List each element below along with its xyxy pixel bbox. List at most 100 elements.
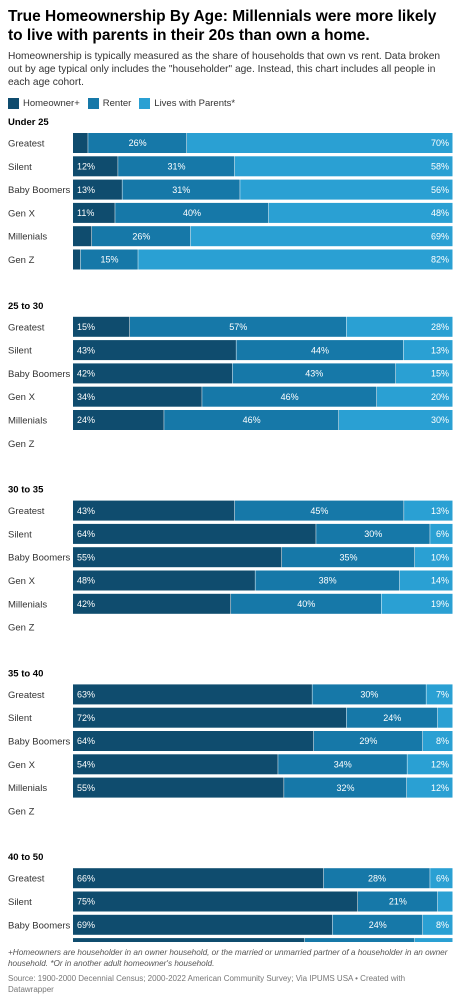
value-label-35-to-40-greatest-lives-with-parents: 7% bbox=[436, 690, 449, 700]
bar-30-to-35-silent-renter bbox=[316, 523, 430, 544]
row-label-30-to-35-baby-boomers: Baby Boomers bbox=[8, 553, 71, 564]
bar-under-25-silent-lives-with-parents bbox=[234, 156, 453, 177]
value-label-35-to-40-baby-boomers-homeowner: 64% bbox=[77, 736, 95, 746]
row-label-25-to-30-gen-x: Gen X bbox=[8, 392, 36, 403]
bar-25-to-30-baby-boomers-renter bbox=[232, 363, 396, 384]
bar-under-25-gen-x-renter bbox=[115, 202, 269, 223]
row-label-40-to-50-baby-boomers: Baby Boomers bbox=[8, 920, 71, 931]
stacked-bar-chart: Under 25 Greatest 26% 70% Silent 12% 31% 58% Bab… bbox=[8, 117, 453, 942]
legend-label-homeowner: Homeowner+ bbox=[23, 97, 80, 109]
bar-under-25-baby-boomers-renter bbox=[122, 179, 240, 200]
bar-30-to-35-baby-boomers-homeowner bbox=[73, 547, 282, 568]
bar-40-to-50-silent-homeowner bbox=[73, 891, 358, 912]
row-label-40-to-50-greatest: Greatest bbox=[8, 874, 45, 885]
bar-35-to-40-silent-homeowner bbox=[73, 707, 347, 728]
value-label-40-to-50-silent-homeowner: 75% bbox=[77, 897, 95, 907]
value-label-under-25-gen-z-lives-with-parents: 82% bbox=[431, 255, 449, 265]
value-label-25-to-30-baby-boomers-homeowner: 42% bbox=[77, 369, 95, 379]
value-label-35-to-40-millenials-homeowner: 55% bbox=[77, 783, 95, 793]
row-label-25-to-30-gen-z: Gen Z bbox=[8, 439, 35, 450]
group-label-under-25: Under 25 bbox=[8, 117, 49, 128]
value-label-25-to-30-greatest-homeowner: 15% bbox=[77, 322, 95, 332]
bar-25-to-30-baby-boomers-homeowner bbox=[73, 363, 233, 384]
bar-25-to-30-silent-homeowner bbox=[73, 340, 236, 361]
value-label-30-to-35-gen-x-homeowner: 48% bbox=[77, 576, 95, 586]
bar-40-to-50-greatest-lives-with-parents bbox=[430, 868, 453, 889]
row-label-25-to-30-baby-boomers: Baby Boomers bbox=[8, 369, 71, 380]
bar-under-25-baby-boomers-homeowner bbox=[73, 179, 122, 200]
value-label-35-to-40-silent-renter: 24% bbox=[383, 713, 401, 723]
bar-under-25-silent-renter bbox=[118, 156, 235, 177]
row-label-25-to-30-greatest: Greatest bbox=[8, 322, 45, 333]
bar-30-to-35-silent-homeowner bbox=[73, 523, 316, 544]
bar-30-to-35-millenials-lives-with-parents bbox=[381, 593, 453, 614]
value-label-25-to-30-millenials-lives-with-parents: 30% bbox=[431, 415, 449, 425]
bar-under-25-gen-z-lives-with-parents bbox=[138, 249, 453, 270]
bar-35-to-40-gen-x-lives-with-parents bbox=[407, 754, 453, 775]
group-label-30-to-35: 30 to 35 bbox=[8, 485, 44, 496]
value-label-40-to-50-greatest-renter: 28% bbox=[368, 873, 386, 883]
source-note: Source: 1900-2000 Decennial Census; 2000… bbox=[8, 974, 406, 994]
value-label-25-to-30-millenials-homeowner: 24% bbox=[77, 415, 95, 425]
row-label-30-to-35-gen-x: Gen X bbox=[8, 576, 36, 587]
legend: Homeowner+ Renter Lives with Parents* bbox=[8, 96, 243, 110]
value-label-under-25-millenials-lives-with-parents: 69% bbox=[431, 231, 449, 241]
value-label-under-25-baby-boomers-homeowner: 13% bbox=[77, 185, 95, 195]
bar-35-to-40-silent-lives-with-parents bbox=[437, 707, 453, 728]
chart-title: True Homeownership By Age: Millennials w… bbox=[8, 8, 437, 44]
value-label-30-to-35-gen-x-renter: 38% bbox=[319, 576, 337, 586]
bar-40-to-50-greatest-renter bbox=[323, 868, 430, 889]
bar-40-to-50-greatest-homeowner bbox=[73, 868, 324, 889]
bar-35-to-40-silent-renter bbox=[346, 707, 438, 728]
bar-under-25-gen-x-lives-with-parents bbox=[268, 202, 453, 223]
bar-25-to-30-greatest-homeowner bbox=[73, 316, 130, 337]
value-label-under-25-gen-x-lives-with-parents: 48% bbox=[431, 208, 449, 218]
value-label-under-25-greatest-renter: 26% bbox=[129, 138, 147, 148]
value-label-under-25-greatest-lives-with-parents: 70% bbox=[431, 138, 449, 148]
bar-25-to-30-greatest-lives-with-parents bbox=[346, 316, 453, 337]
value-label-30-to-35-silent-homeowner: 64% bbox=[77, 529, 95, 539]
value-label-25-to-30-gen-x-renter: 46% bbox=[281, 392, 299, 402]
value-label-35-to-40-greatest-renter: 30% bbox=[360, 690, 378, 700]
value-label-35-to-40-gen-x-renter: 34% bbox=[334, 760, 352, 770]
row-label-30-to-35-millenials: Millenials bbox=[8, 599, 47, 610]
value-label-under-25-silent-homeowner: 12% bbox=[77, 162, 95, 172]
value-label-30-to-35-millenials-homeowner: 42% bbox=[77, 599, 95, 609]
value-label-25-to-30-silent-homeowner: 43% bbox=[77, 345, 95, 355]
value-label-25-to-30-baby-boomers-lives-with-parents: 15% bbox=[431, 369, 449, 379]
bar-40-to-50-gen-x-renter bbox=[304, 938, 415, 942]
value-label-40-to-50-baby-boomers-renter: 24% bbox=[369, 920, 387, 930]
value-label-25-to-30-silent-renter: 44% bbox=[311, 345, 329, 355]
value-label-30-to-35-gen-x-lives-with-parents: 14% bbox=[431, 576, 449, 586]
value-label-40-to-50-baby-boomers-homeowner: 69% bbox=[77, 920, 95, 930]
bar-under-25-millenials-renter bbox=[92, 226, 191, 247]
value-label-40-to-50-greatest-homeowner: 66% bbox=[77, 873, 95, 883]
legend-label-renter: Renter bbox=[102, 97, 132, 109]
row-label-30-to-35-silent: Silent bbox=[8, 529, 32, 540]
bar-under-25-millenials-lives-with-parents bbox=[190, 226, 453, 247]
bar-35-to-40-baby-boomers-renter bbox=[313, 731, 423, 751]
group-label-35-to-40: 35 to 40 bbox=[8, 668, 43, 679]
bar-under-25-gen-x-homeowner bbox=[73, 202, 115, 223]
bar-35-to-40-greatest-renter bbox=[312, 684, 426, 705]
bar-25-to-30-greatest-renter bbox=[130, 316, 347, 337]
bar-30-to-35-greatest-renter bbox=[234, 500, 404, 521]
bar-under-25-silent-homeowner bbox=[73, 156, 118, 177]
value-label-under-25-millenials-renter: 26% bbox=[132, 231, 150, 241]
bar-35-to-40-gen-x-renter bbox=[278, 754, 407, 775]
row-label-35-to-40-gen-z: Gen Z bbox=[8, 806, 35, 817]
bar-30-to-35-greatest-homeowner bbox=[73, 500, 235, 521]
value-label-25-to-30-gen-x-lives-with-parents: 20% bbox=[431, 392, 449, 402]
bar-under-25-greatest-renter bbox=[88, 133, 187, 153]
bar-40-to-50-gen-x-homeowner bbox=[73, 938, 305, 942]
bar-35-to-40-baby-boomers-homeowner bbox=[73, 731, 314, 751]
value-label-30-to-35-millenials-renter: 40% bbox=[297, 599, 315, 609]
bar-40-to-50-baby-boomers-lives-with-parents bbox=[422, 914, 453, 935]
value-label-30-to-35-millenials-lives-with-parents: 19% bbox=[431, 599, 449, 609]
legend-swatch-parents bbox=[139, 97, 151, 109]
row-label-under-25-baby-boomers: Baby Boomers bbox=[8, 185, 71, 196]
bar-under-25-greatest-lives-with-parents bbox=[187, 133, 453, 153]
row-label-35-to-40-millenials: Millenials bbox=[8, 783, 47, 794]
bar-35-to-40-baby-boomers-lives-with-parents bbox=[422, 731, 453, 751]
group-label-40-to-50: 40 to 50 bbox=[8, 852, 43, 863]
